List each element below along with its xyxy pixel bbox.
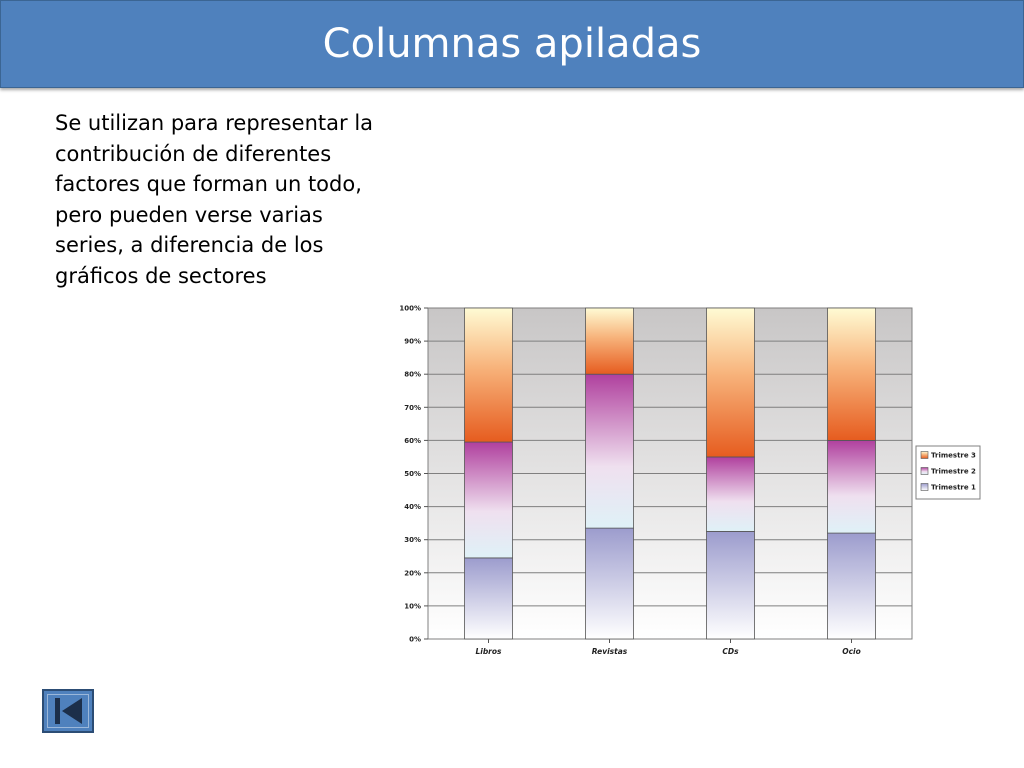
bar-trimestre-1	[706, 531, 755, 640]
bar-trimestre-3	[464, 307, 513, 443]
legend-entry: Trimestre 3	[931, 452, 976, 460]
legend-swatch	[920, 451, 929, 459]
legend-swatch	[920, 483, 929, 491]
y-tick-label: 30%	[404, 536, 421, 544]
x-tick-label: CDs	[722, 647, 739, 656]
y-tick-label: 40%	[404, 503, 421, 511]
bar-trimestre-3	[585, 307, 634, 375]
y-tick-label: 70%	[404, 404, 421, 412]
legend-entry: Trimestre 1	[931, 484, 976, 492]
bars	[464, 307, 876, 640]
bar-trimestre-1	[464, 557, 513, 640]
bar-trimestre-2	[464, 441, 513, 559]
slide-title: Columnas apiladas	[322, 21, 702, 67]
y-tick-label: 80%	[404, 371, 421, 379]
x-tick-label: Libros	[475, 647, 502, 656]
bar-trimestre-3	[706, 307, 755, 458]
x-tick-label: Ocio	[842, 647, 861, 656]
first-slide-button-frame	[47, 694, 89, 728]
legend-swatch	[920, 467, 929, 475]
first-slide-button[interactable]	[42, 689, 94, 733]
y-tick-label: 50%	[404, 470, 421, 478]
title-bar: Columnas apiladas	[0, 0, 1024, 88]
slide-body-text: Se utilizan para representar la contribu…	[55, 111, 374, 288]
y-tick-label: 10%	[404, 602, 421, 610]
stacked-column-chart: 0% 10% 20% 30% 40% 50% 60% 70% 80% 90% 100% Libros…	[392, 298, 992, 663]
y-tick-label: 20%	[404, 569, 421, 577]
bar-trimestre-1	[827, 532, 876, 640]
bar-trimestre-2	[706, 456, 755, 532]
legend-entry: Trimestre 2	[931, 468, 976, 476]
y-tick-label: 0%	[409, 636, 421, 644]
x-tick-labels: Libros Revistas CDs Ocio	[475, 639, 861, 656]
bar-trimestre-2	[585, 373, 634, 529]
y-tick-labels: 0% 10% 20% 30% 40% 50% 60% 70% 80% 90% 100%	[399, 305, 428, 644]
bar-trimestre-3	[827, 307, 876, 441]
chart-svg: 0% 10% 20% 30% 40% 50% 60% 70% 80% 90% 100% Libros…	[399, 305, 981, 656]
bar-trimestre-2	[827, 439, 876, 534]
bar-trimestre-1	[585, 527, 634, 640]
y-tick-label: 100%	[399, 305, 421, 313]
legend: Trimestre 3 Trimestre 2 Trimestre 1	[915, 445, 981, 500]
skip-to-first-icon	[55, 698, 82, 724]
x-tick-label: Revistas	[592, 647, 628, 656]
y-tick-label: 60%	[404, 437, 421, 445]
y-tick-label: 90%	[404, 338, 421, 346]
